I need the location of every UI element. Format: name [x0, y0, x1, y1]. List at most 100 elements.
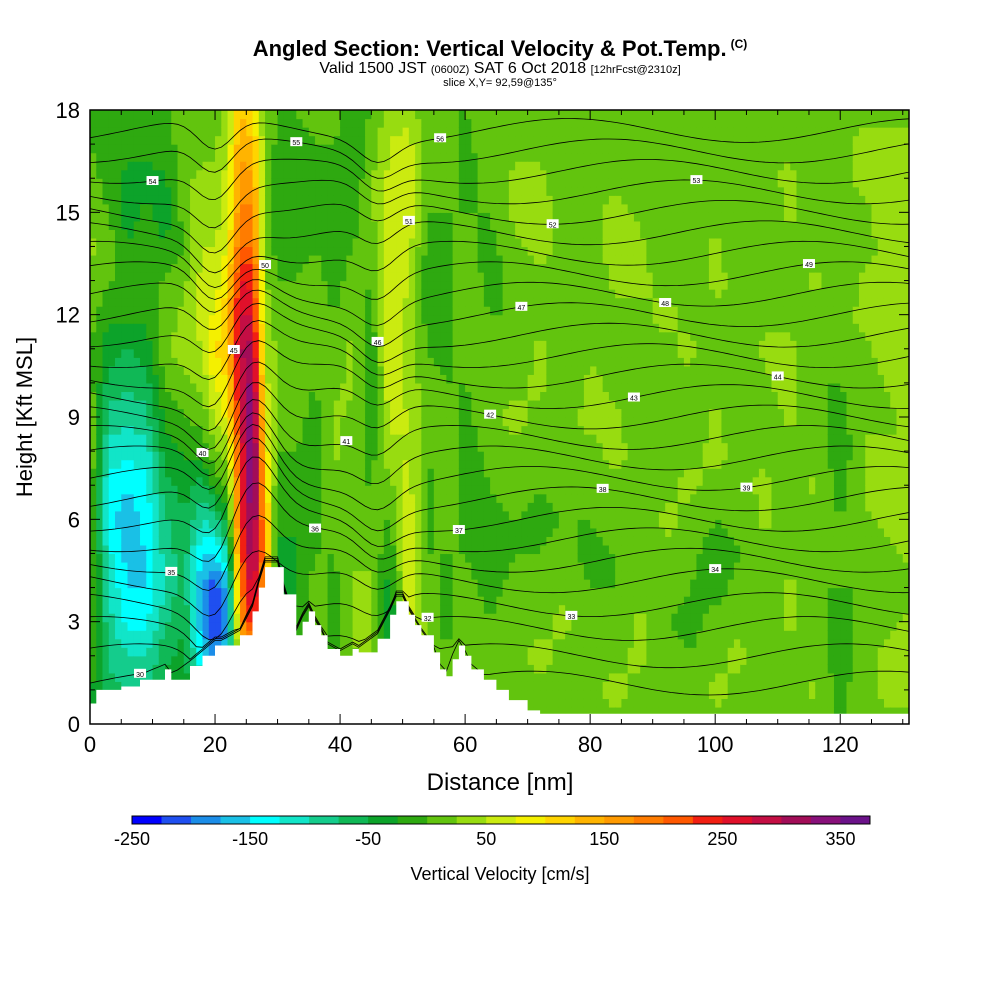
velocity-cell	[421, 502, 429, 512]
velocity-cell	[352, 519, 360, 529]
velocity-cell	[471, 297, 479, 307]
velocity-cell	[90, 425, 97, 435]
velocity-cell	[390, 280, 397, 290]
velocity-cell	[402, 442, 410, 452]
velocity-cell	[115, 272, 122, 282]
velocity-cell	[183, 280, 191, 290]
velocity-cell	[333, 613, 341, 623]
velocity-cell	[402, 408, 410, 418]
velocity-cell	[90, 391, 97, 401]
velocity-cell	[246, 331, 254, 341]
velocity-cell	[121, 178, 129, 188]
velocity-cell	[196, 442, 204, 452]
velocity-cell	[483, 630, 491, 640]
velocity-cell	[496, 664, 504, 674]
velocity-cell	[352, 579, 360, 589]
velocity-cell	[340, 561, 347, 572]
velocity-cell	[227, 536, 235, 546]
velocity-cell	[365, 374, 372, 384]
velocity-cell	[96, 246, 104, 256]
velocity-cell	[233, 127, 241, 137]
velocity-cell	[246, 451, 254, 461]
velocity-cell	[283, 246, 291, 256]
velocity-cell	[165, 237, 172, 248]
velocity-cell	[433, 476, 441, 486]
velocity-cell	[458, 314, 466, 324]
velocity-cell	[165, 596, 172, 606]
velocity-cell	[283, 348, 291, 358]
velocity-cell	[133, 297, 141, 307]
velocity-cell	[208, 459, 216, 469]
velocity-cell	[308, 203, 316, 213]
velocity-cell	[208, 237, 216, 248]
velocity-cell	[515, 340, 522, 350]
velocity-cell	[502, 144, 510, 154]
velocity-cell	[471, 382, 479, 393]
velocity-cell	[133, 195, 141, 205]
velocity-cell	[133, 169, 141, 179]
velocity-cell	[408, 553, 416, 563]
velocity-cell	[271, 110, 279, 120]
velocity-cell	[271, 229, 279, 239]
velocity-cell	[402, 459, 410, 469]
velocity-cell	[327, 604, 335, 614]
velocity-cell	[196, 118, 204, 128]
velocity-cell	[177, 229, 185, 239]
velocity-cell	[371, 493, 379, 503]
velocity-cell	[221, 451, 229, 461]
velocity-cell	[327, 280, 335, 290]
velocity-cell	[283, 382, 291, 393]
velocity-cell	[452, 348, 460, 358]
velocity-cell	[402, 374, 410, 384]
velocity-cell	[240, 297, 247, 307]
velocity-cell	[252, 442, 260, 452]
velocity-cell	[496, 135, 504, 145]
velocity-cell	[183, 118, 191, 128]
velocity-cell	[458, 229, 466, 239]
velocity-cell	[171, 638, 179, 648]
velocity-cell	[115, 348, 122, 358]
velocity-cell	[221, 510, 229, 520]
velocity-cell	[115, 638, 122, 648]
velocity-cell	[377, 135, 385, 145]
velocity-cell	[333, 348, 341, 358]
velocity-cell	[433, 161, 441, 171]
velocity-cell	[515, 434, 522, 444]
velocity-cell	[371, 604, 379, 614]
velocity-cell	[327, 442, 335, 452]
velocity-cell	[433, 621, 441, 631]
velocity-cell	[483, 374, 491, 384]
velocity-cell	[477, 485, 485, 495]
velocity-cell	[477, 638, 485, 648]
velocity-cell	[171, 561, 179, 572]
velocity-cell	[240, 519, 247, 529]
velocity-cell	[121, 135, 129, 145]
velocity-cell	[277, 468, 285, 478]
velocity-cell	[265, 306, 272, 316]
velocity-cell	[158, 178, 166, 188]
velocity-cell	[165, 323, 172, 333]
velocity-cell	[133, 263, 141, 273]
velocity-cell	[102, 348, 110, 358]
velocity-cell	[377, 314, 385, 324]
velocity-cell	[415, 570, 422, 580]
velocity-cell	[277, 306, 285, 316]
velocity-cell	[227, 417, 235, 427]
velocity-cell	[165, 579, 172, 589]
velocity-cell	[452, 382, 460, 393]
velocity-cell	[152, 613, 160, 623]
velocity-cell	[165, 553, 172, 563]
velocity-cell	[352, 434, 360, 444]
velocity-cell	[183, 570, 191, 580]
velocity-cell	[452, 289, 460, 299]
velocity-cell	[246, 263, 254, 273]
velocity-cell	[408, 152, 416, 162]
velocity-cell	[133, 357, 141, 367]
velocity-cell	[121, 604, 129, 614]
velocity-cell	[327, 237, 335, 248]
velocity-cell	[277, 118, 285, 128]
velocity-cell	[271, 340, 279, 350]
velocity-cell	[221, 144, 229, 154]
velocity-cell	[171, 468, 179, 478]
velocity-cell	[140, 655, 147, 665]
